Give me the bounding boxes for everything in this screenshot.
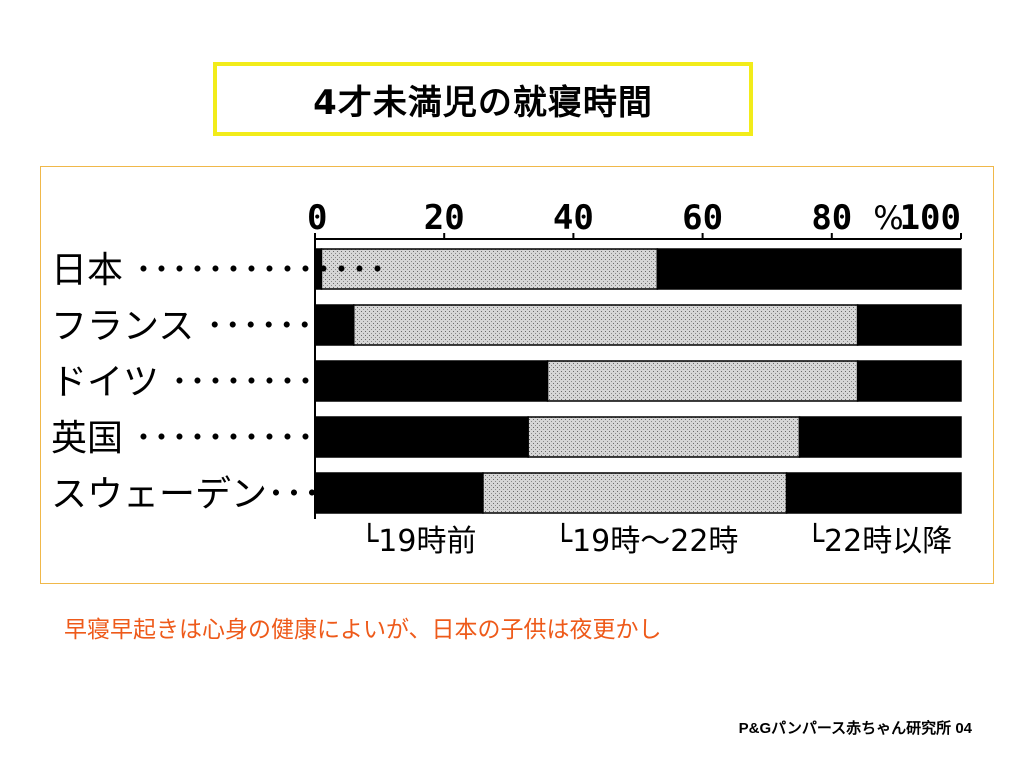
category-label: スウェーデン･･･ [51, 474, 321, 515]
bar-segment-2 [320, 248, 659, 290]
bar-segment-3 [856, 304, 962, 346]
category-label: 英国 ･･････････････ [51, 418, 386, 459]
chart-frame: 0 20 40 60 80 100% 日本 ･･････････････ フランス ････… [40, 166, 994, 584]
bar-segment-1 [314, 416, 529, 458]
x-tick-label: 40 [553, 198, 594, 238]
x-tick-label: 80 [811, 198, 852, 238]
bar-segment-3 [798, 416, 962, 458]
source-credit: P&Gパンパース赤ちゃん研究所 04 [738, 720, 972, 737]
x-tick-label: 60 [682, 198, 723, 238]
x-tick-label: 0 [307, 198, 327, 238]
bar-segment-3 [856, 360, 962, 402]
bar-segment-2 [546, 360, 859, 402]
legend-label: └19時前 [360, 522, 476, 559]
category-label: 日本 ･･････････････ [51, 250, 386, 291]
bar-segment-2 [527, 416, 801, 458]
bar-segment-2 [482, 472, 788, 514]
x-tick-label: 20 [424, 198, 465, 238]
percent-symbol: % [873, 199, 903, 237]
legend-label: └19時～22時 [554, 522, 738, 559]
category-label: ドイツ ･･･････････ [51, 362, 368, 403]
x-tick-label: 100 [900, 198, 961, 238]
stacked-bar-chart: 0 20 40 60 80 100% 日本 ･･････････････ フランス ････… [51, 198, 962, 559]
legend-label: └22時以降 [806, 522, 952, 559]
category-label: フランス ････････ [51, 306, 350, 347]
note-text: 早寝早起きは心身の健康によいが、日本の子供は夜更かし [64, 617, 662, 643]
bar-segment-2 [353, 304, 859, 346]
chart-title: 4才未満児の就寝時間 [313, 82, 653, 123]
title-box: 4才未満児の就寝時間 [213, 62, 753, 136]
bar-segment-3 [785, 472, 962, 514]
bar-segment-1 [314, 472, 484, 514]
bar-segment-3 [656, 248, 962, 290]
